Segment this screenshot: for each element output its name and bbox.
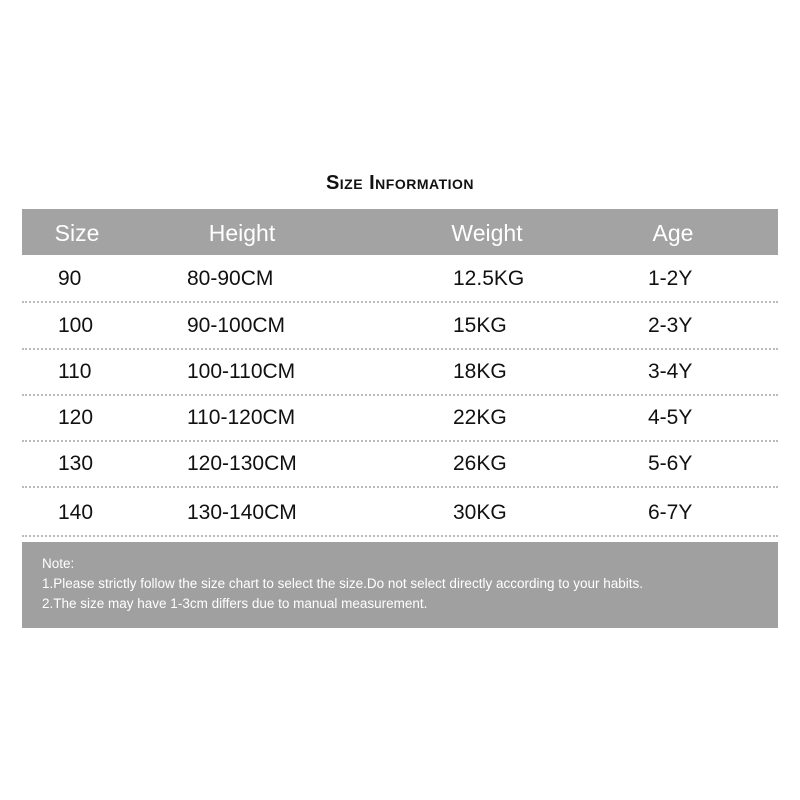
row-divider bbox=[22, 440, 778, 442]
cell-age: 6-7Y bbox=[648, 501, 693, 524]
cell-age: 2-3Y bbox=[648, 314, 693, 337]
row-divider bbox=[22, 535, 778, 537]
note-line-1: 1.Please strictly follow the size chart … bbox=[42, 576, 644, 591]
table-row: 130 120-130CM 26KG 5-6Y bbox=[22, 442, 778, 488]
table-row: 120 110-120CM 22KG 4-5Y bbox=[22, 396, 778, 442]
row-divider bbox=[22, 394, 778, 396]
cell-height: 130-140CM bbox=[187, 501, 297, 524]
cell-size: 140 bbox=[58, 501, 94, 524]
table-title: Size Information bbox=[325, 172, 475, 194]
note-heading: Note: bbox=[42, 556, 75, 571]
note-line-2: 2.The size may have 1-3cm differs due to… bbox=[42, 596, 428, 611]
cell-height: 90-100CM bbox=[187, 314, 286, 337]
cell-weight: 18KG bbox=[453, 360, 507, 383]
row-divider bbox=[22, 301, 778, 303]
cell-height: 100-110CM bbox=[187, 360, 296, 383]
cell-weight: 15KG bbox=[453, 314, 507, 337]
cell-age: 3-4Y bbox=[648, 360, 693, 383]
cell-size: 110 bbox=[58, 360, 92, 383]
cell-age: 5-6Y bbox=[648, 452, 693, 475]
cell-size: 90 bbox=[58, 267, 82, 290]
table-row: 140 130-140CM 30KG 6-7Y bbox=[22, 491, 778, 537]
column-header-height: Height bbox=[208, 220, 276, 246]
cell-age: 4-5Y bbox=[648, 406, 693, 429]
cell-height: 110-120CM bbox=[187, 406, 296, 429]
cell-age: 1-2Y bbox=[648, 267, 693, 290]
cell-height: 80-90CM bbox=[187, 267, 274, 290]
column-header-age: Age bbox=[652, 220, 694, 246]
cell-size: 100 bbox=[58, 314, 94, 337]
table-row: 100 90-100CM 15KG 2-3Y bbox=[22, 304, 778, 350]
column-header-weight: Weight bbox=[451, 220, 523, 246]
column-header-size: Size bbox=[54, 220, 100, 246]
note-box: Note: 1.Please strictly follow the size … bbox=[22, 542, 778, 628]
cell-weight: 30KG bbox=[453, 501, 507, 524]
row-divider bbox=[22, 486, 778, 488]
cell-size: 120 bbox=[58, 406, 94, 429]
cell-weight: 12.5KG bbox=[453, 267, 525, 290]
cell-weight: 26KG bbox=[453, 452, 507, 475]
table-row: 90 80-90CM 12.5KG 1-2Y bbox=[22, 257, 778, 303]
row-divider bbox=[22, 348, 778, 350]
table-row: 110 100-110CM 18KG 3-4Y bbox=[22, 350, 778, 396]
cell-size: 130 bbox=[58, 452, 94, 475]
table-header: Size Height Weight Age bbox=[22, 209, 778, 255]
cell-weight: 22KG bbox=[453, 406, 507, 429]
cell-height: 120-130CM bbox=[187, 452, 297, 475]
